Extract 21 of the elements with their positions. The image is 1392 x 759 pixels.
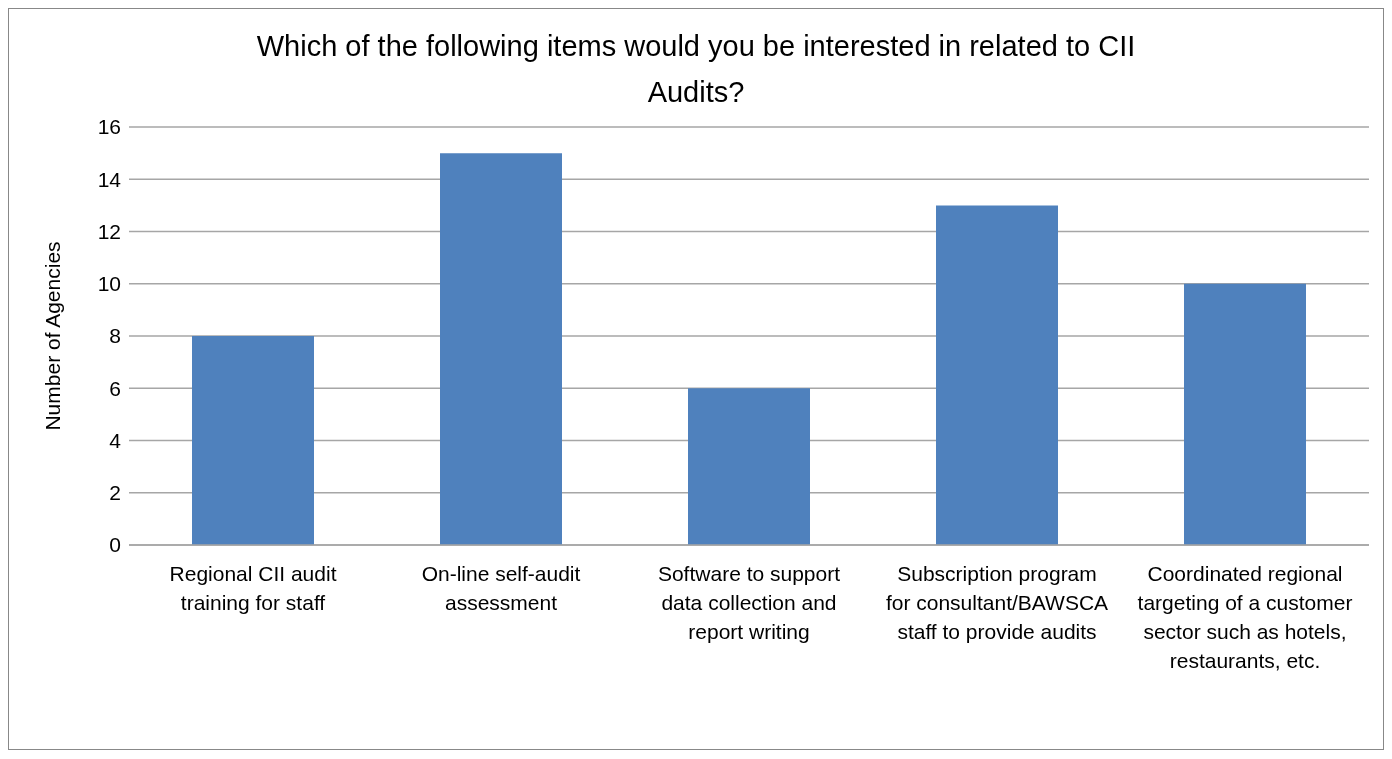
bar xyxy=(440,153,562,545)
y-tick-label: 6 xyxy=(109,376,121,400)
bar xyxy=(688,388,810,545)
bar xyxy=(1184,283,1306,545)
y-tick-label: 4 xyxy=(109,428,122,452)
x-tick-label: Subscription program for consultant/BAWSCA staff to provide audits xyxy=(885,562,1109,643)
x-tick-label: Software to support data collection and report writing xyxy=(657,562,841,643)
x-tick-label: Regional CII audit training for staff xyxy=(169,562,337,614)
bar xyxy=(936,205,1058,545)
y-tick-label: 10 xyxy=(97,272,121,296)
y-tick-label: 8 xyxy=(109,324,121,348)
y-tick-label: 0 xyxy=(109,533,121,557)
bar xyxy=(192,336,314,545)
y-tick-label: 16 xyxy=(97,115,121,139)
x-tick-label: On-line self-audit assessment xyxy=(421,562,581,614)
y-axis-title: Number of Agencies xyxy=(41,241,65,431)
y-tick-label: 2 xyxy=(109,481,121,505)
chart-title: Which of the following items would you be interested in related to CII Audits? xyxy=(255,29,1137,110)
y-tick-label: 12 xyxy=(97,219,121,243)
y-tick-label: 14 xyxy=(97,167,122,191)
x-tick-label: Coordinated regional targeting of a customer sector such as hotels, restaurants, etc. xyxy=(1137,562,1353,672)
